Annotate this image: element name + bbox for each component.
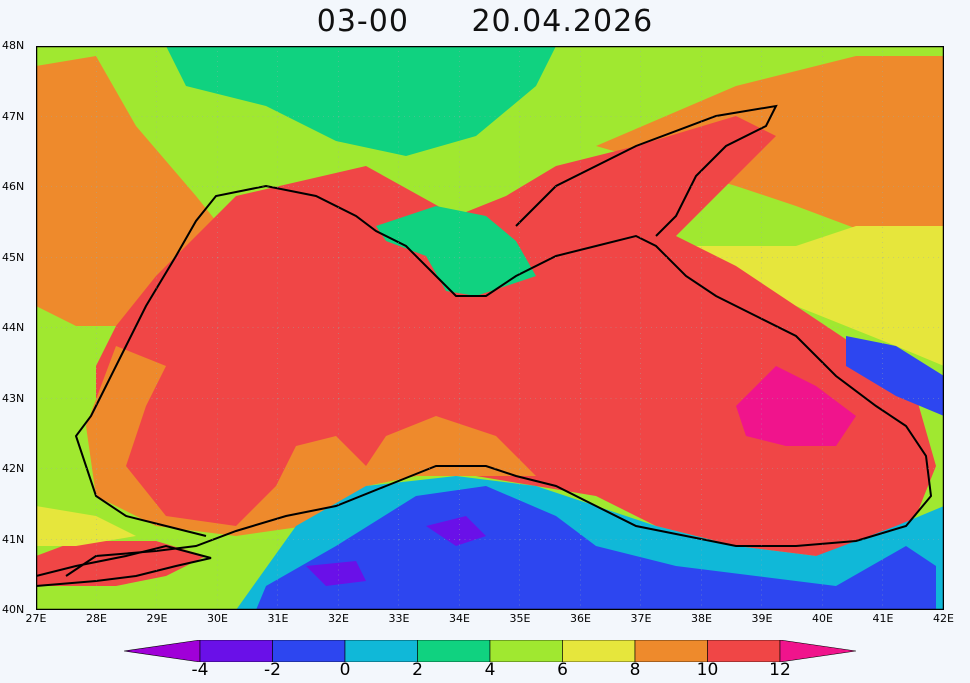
colorbar-swatch — [417, 640, 491, 662]
lat-label: 41N — [2, 532, 25, 546]
map-border — [36, 46, 944, 610]
lon-label: 36E — [570, 612, 591, 625]
colorbar-swatch — [344, 640, 418, 662]
lon-label: 35E — [509, 612, 531, 625]
temperature-map — [36, 46, 944, 610]
lon-label: 29E — [146, 612, 168, 625]
lat-label: 47N — [2, 109, 25, 123]
colorbar-swatch — [489, 640, 563, 662]
lon-label: 34E — [449, 612, 470, 625]
lon-label: 40E — [812, 612, 833, 625]
colorbar-swatch — [199, 640, 273, 662]
lat-label: 44N — [2, 321, 25, 334]
colorbar-swatch — [124, 640, 201, 662]
colorbar-label: 0 — [339, 660, 351, 680]
lat-label: 45N — [2, 250, 25, 264]
colorbar — [124, 640, 856, 662]
colorbar-swatch — [272, 640, 346, 662]
colorbar-label: 8 — [629, 660, 641, 680]
lat-label: 43N — [2, 391, 25, 405]
lon-label: 27E — [25, 612, 47, 625]
lon-label: 30E — [207, 612, 228, 625]
colorbar-label: -4 — [191, 660, 209, 680]
lon-label: 39E — [751, 612, 773, 625]
title-time: 03-00 — [316, 4, 409, 39]
map-title: 03-00 20.04.2026 — [0, 4, 970, 39]
colorbar-label: 12 — [769, 660, 791, 680]
lon-label: 41E — [872, 612, 894, 625]
lon-label: 28E — [86, 612, 107, 625]
colorbar-label: 4 — [484, 660, 496, 680]
lon-label: 32E — [328, 612, 349, 625]
lat-label: 48N — [2, 39, 25, 52]
colorbar-swatch — [707, 640, 781, 662]
lon-label: 33E — [388, 612, 410, 625]
colorbar-label: 10 — [696, 660, 719, 680]
grid-overlay — [36, 46, 944, 610]
title-date: 20.04.2026 — [471, 4, 654, 39]
lon-label: 42E — [933, 612, 954, 625]
lat-label: 40N — [2, 603, 25, 616]
lon-label: 37E — [630, 612, 652, 625]
lon-label: 31E — [267, 612, 289, 625]
colorbar-label: 2 — [412, 660, 423, 680]
lat-label: 42N — [2, 462, 25, 475]
lon-label: 38E — [691, 612, 712, 625]
colorbar-label: 6 — [557, 660, 568, 680]
colorbar-swatch — [779, 640, 856, 662]
colorbar-label: -2 — [264, 660, 281, 680]
colorbar-swatch — [634, 640, 708, 662]
colorbar-swatch — [562, 640, 636, 662]
lat-label: 46N — [2, 180, 25, 193]
